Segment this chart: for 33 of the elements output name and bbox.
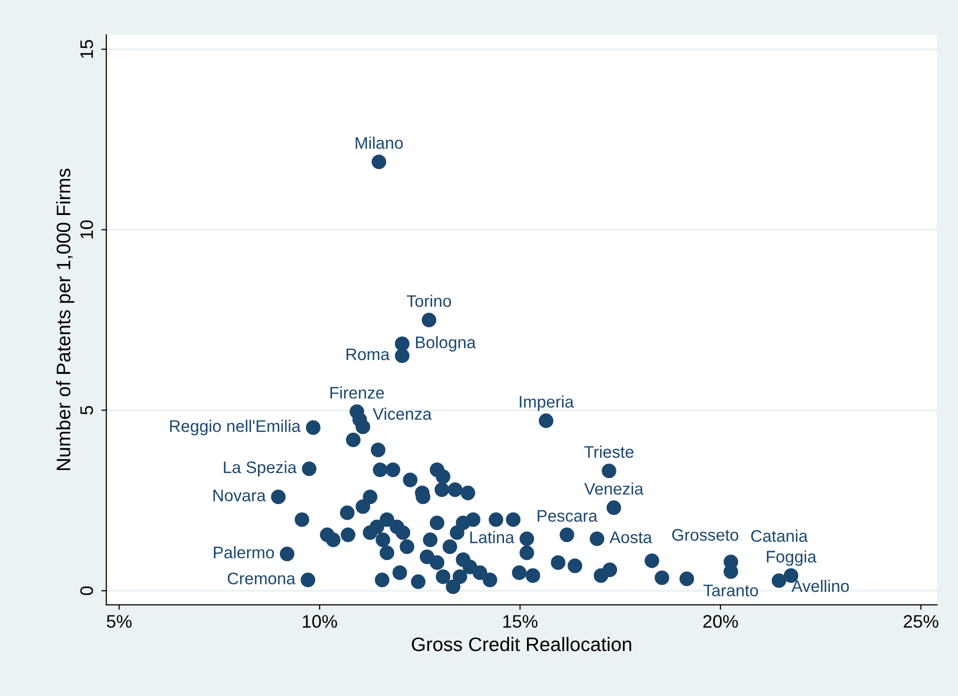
annotation: Roma [346, 348, 390, 360]
x-tick-label: 15% [503, 615, 538, 628]
annotation: Aosta [610, 532, 652, 544]
y-tick-label: 15 [80, 40, 94, 58]
annotation: Taranto [703, 584, 758, 596]
annotation: Palermo [214, 546, 274, 558]
annotation: Latina [470, 530, 514, 544]
x-tick-label: 20% [703, 615, 738, 628]
annotation: Foggia [766, 550, 816, 566]
annotation: Firenze [330, 386, 384, 399]
x-tick-label: 5% [106, 615, 132, 628]
annotation: Venezia [584, 482, 644, 495]
annotation: Pescara [538, 510, 598, 522]
annotation: Grosseto [672, 529, 738, 541]
annotation: Bologna [416, 336, 476, 352]
annotation: Reggio nell'Emilia [170, 420, 301, 436]
annotation: Milano [356, 136, 403, 149]
x-axis-title: Gross Credit Reallocation [412, 636, 632, 652]
annotation: Catania [751, 530, 808, 542]
annotation: Trieste [584, 446, 634, 458]
annotation: La Spezia [224, 460, 297, 476]
annotation: Cremona [228, 572, 296, 584]
annotation: Imperia [520, 395, 574, 411]
y-tick-label: 0 [80, 586, 94, 596]
annotation: Avellino [792, 580, 849, 592]
annotation: Novara [213, 490, 266, 502]
y-tick-label: 10 [80, 220, 94, 238]
x-tick-label: 25% [904, 615, 938, 628]
annotation: Torino [406, 294, 452, 307]
annotation: Vicenza [372, 408, 432, 420]
x-tick-label: 10% [302, 615, 338, 628]
y-axis-title: Number of Patents per 1,000 Firms [56, 168, 74, 470]
y-tick-label: 5 [80, 406, 94, 415]
